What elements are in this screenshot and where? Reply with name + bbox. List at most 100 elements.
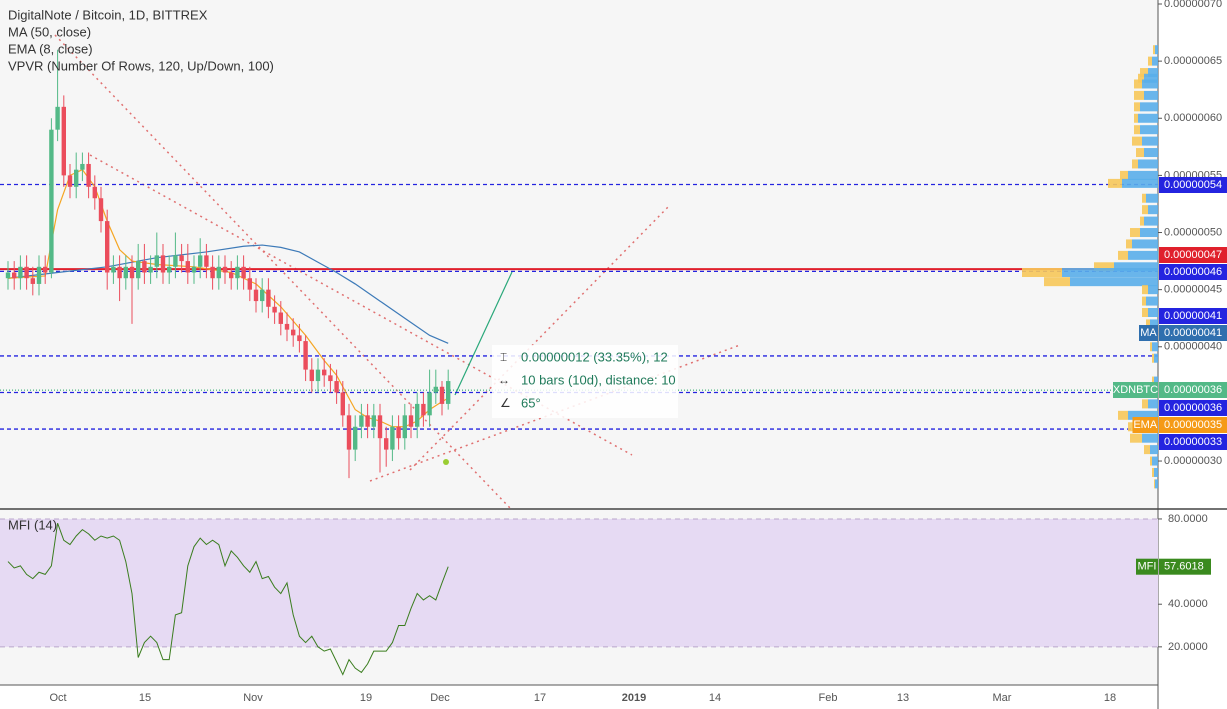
- price-badge: [1159, 382, 1227, 398]
- x-tick-label: Feb: [819, 692, 838, 704]
- vpvr-down: [1154, 353, 1158, 363]
- projection-line: [454, 271, 513, 396]
- vpvr-up: [1152, 376, 1154, 386]
- price-badge-label: 0.00000033: [1164, 436, 1222, 448]
- candle-body: [80, 163, 85, 170]
- candle-body: [439, 386, 445, 404]
- candle-body: [55, 106, 60, 130]
- candle-body: [340, 392, 345, 416]
- x-tick-label: Dec: [430, 692, 450, 704]
- candle-body: [446, 381, 451, 404]
- x-tick-label: 19: [360, 692, 372, 704]
- legend-entry: EMA (8, close): [8, 41, 93, 56]
- candle-body: [67, 175, 73, 187]
- vpvr-down: [1148, 308, 1158, 318]
- candle-body: [353, 426, 358, 450]
- candle-body: [36, 266, 42, 284]
- candle-body: [191, 266, 197, 273]
- candle-body: [433, 386, 438, 393]
- y-tick-label: 0.00000070: [1164, 0, 1222, 10]
- candle-body: [297, 335, 302, 342]
- candle-body: [167, 266, 172, 273]
- badge-tag: [1113, 382, 1158, 398]
- vpvr-down: [1146, 193, 1158, 203]
- candle-body: [198, 255, 203, 267]
- y-tick-label: 0.00000065: [1164, 55, 1222, 67]
- badge-tag-label: EMA: [1133, 419, 1158, 431]
- vpvr-down: [1144, 148, 1158, 158]
- vpvr-down: [1132, 239, 1158, 249]
- candle-body: [92, 186, 97, 199]
- price-badge: [1159, 264, 1227, 280]
- vpvr-down: [1114, 262, 1158, 272]
- candle-body: [229, 272, 234, 279]
- candle-body: [74, 169, 79, 187]
- candle-body: [390, 426, 395, 450]
- vpvr-down: [1142, 136, 1158, 146]
- candle-body: [315, 369, 321, 382]
- y-tick-label: 0.00000045: [1164, 284, 1222, 296]
- vpvr-up: [1142, 399, 1148, 409]
- candle-body: [86, 163, 91, 187]
- tooltip-icon: ∠: [500, 396, 511, 410]
- vpvr-up: [1140, 216, 1144, 226]
- vpvr-up: [1154, 479, 1155, 489]
- vpvr-up: [1142, 308, 1148, 318]
- candle-body: [142, 261, 147, 273]
- y-tick-label: 20.0000: [1168, 641, 1208, 653]
- vpvr-down: [1128, 250, 1158, 260]
- anchor-point: [443, 459, 449, 465]
- vpvr-up: [1022, 268, 1062, 278]
- price-badge-label: 0.00000036: [1164, 402, 1222, 414]
- vpvr-up: [1094, 262, 1114, 272]
- vpvr-down: [1154, 467, 1158, 477]
- price-badge: [1159, 400, 1227, 416]
- legend-entry: MA (50, close): [8, 24, 91, 39]
- vpvr-down: [1148, 205, 1158, 215]
- candle-body: [154, 255, 159, 267]
- tooltip-line: 10 bars (10d), distance: 10: [521, 372, 676, 387]
- vpvr-up: [1142, 193, 1146, 203]
- candle-body: [136, 261, 141, 279]
- candle-body: [185, 261, 190, 273]
- candle-body: [18, 266, 23, 279]
- candle-body: [247, 278, 252, 290]
- vpvr-down: [1150, 319, 1158, 329]
- vpvr-down: [1152, 56, 1158, 66]
- candle-body: [408, 415, 414, 427]
- candle-body: [278, 312, 283, 324]
- x-tick-label: 13: [897, 692, 909, 704]
- candle-body: [260, 289, 265, 302]
- candle-body: [235, 266, 240, 279]
- vpvr-up: [1136, 148, 1144, 158]
- vpvr-up: [1150, 342, 1152, 352]
- vpvr-down: [1150, 445, 1158, 455]
- vpvr-down: [1144, 73, 1158, 83]
- vpvr-down: [1070, 277, 1158, 287]
- vpvr-down: [1152, 456, 1158, 466]
- candle-body: [253, 289, 259, 302]
- badge-tag: [1136, 558, 1158, 575]
- x-tick-label: Oct: [49, 692, 66, 704]
- badge-tag-label: MA: [1140, 327, 1157, 339]
- candle-body: [222, 266, 228, 273]
- candle-body: [123, 266, 128, 279]
- candle-body: [210, 266, 215, 279]
- vpvr-down: [1148, 68, 1158, 78]
- vpvr-up: [1142, 296, 1146, 306]
- vpvr-up: [1152, 353, 1154, 363]
- candle-body: [415, 403, 420, 427]
- vpvr-up: [1120, 170, 1128, 180]
- vpvr-up: [1134, 125, 1140, 135]
- candle-body: [129, 266, 135, 279]
- candle-body: [328, 375, 333, 382]
- mfi-band: [0, 518, 1158, 647]
- vpvr-down: [1148, 285, 1158, 295]
- vpvr-down: [1154, 376, 1158, 386]
- vpvr-up: [1118, 250, 1128, 260]
- mfi-badge: [1159, 558, 1211, 575]
- badge-tag: [1139, 325, 1158, 341]
- tooltip-icon: ↔: [498, 373, 510, 387]
- vpvr-down: [1144, 90, 1158, 100]
- candle-body: [266, 289, 271, 307]
